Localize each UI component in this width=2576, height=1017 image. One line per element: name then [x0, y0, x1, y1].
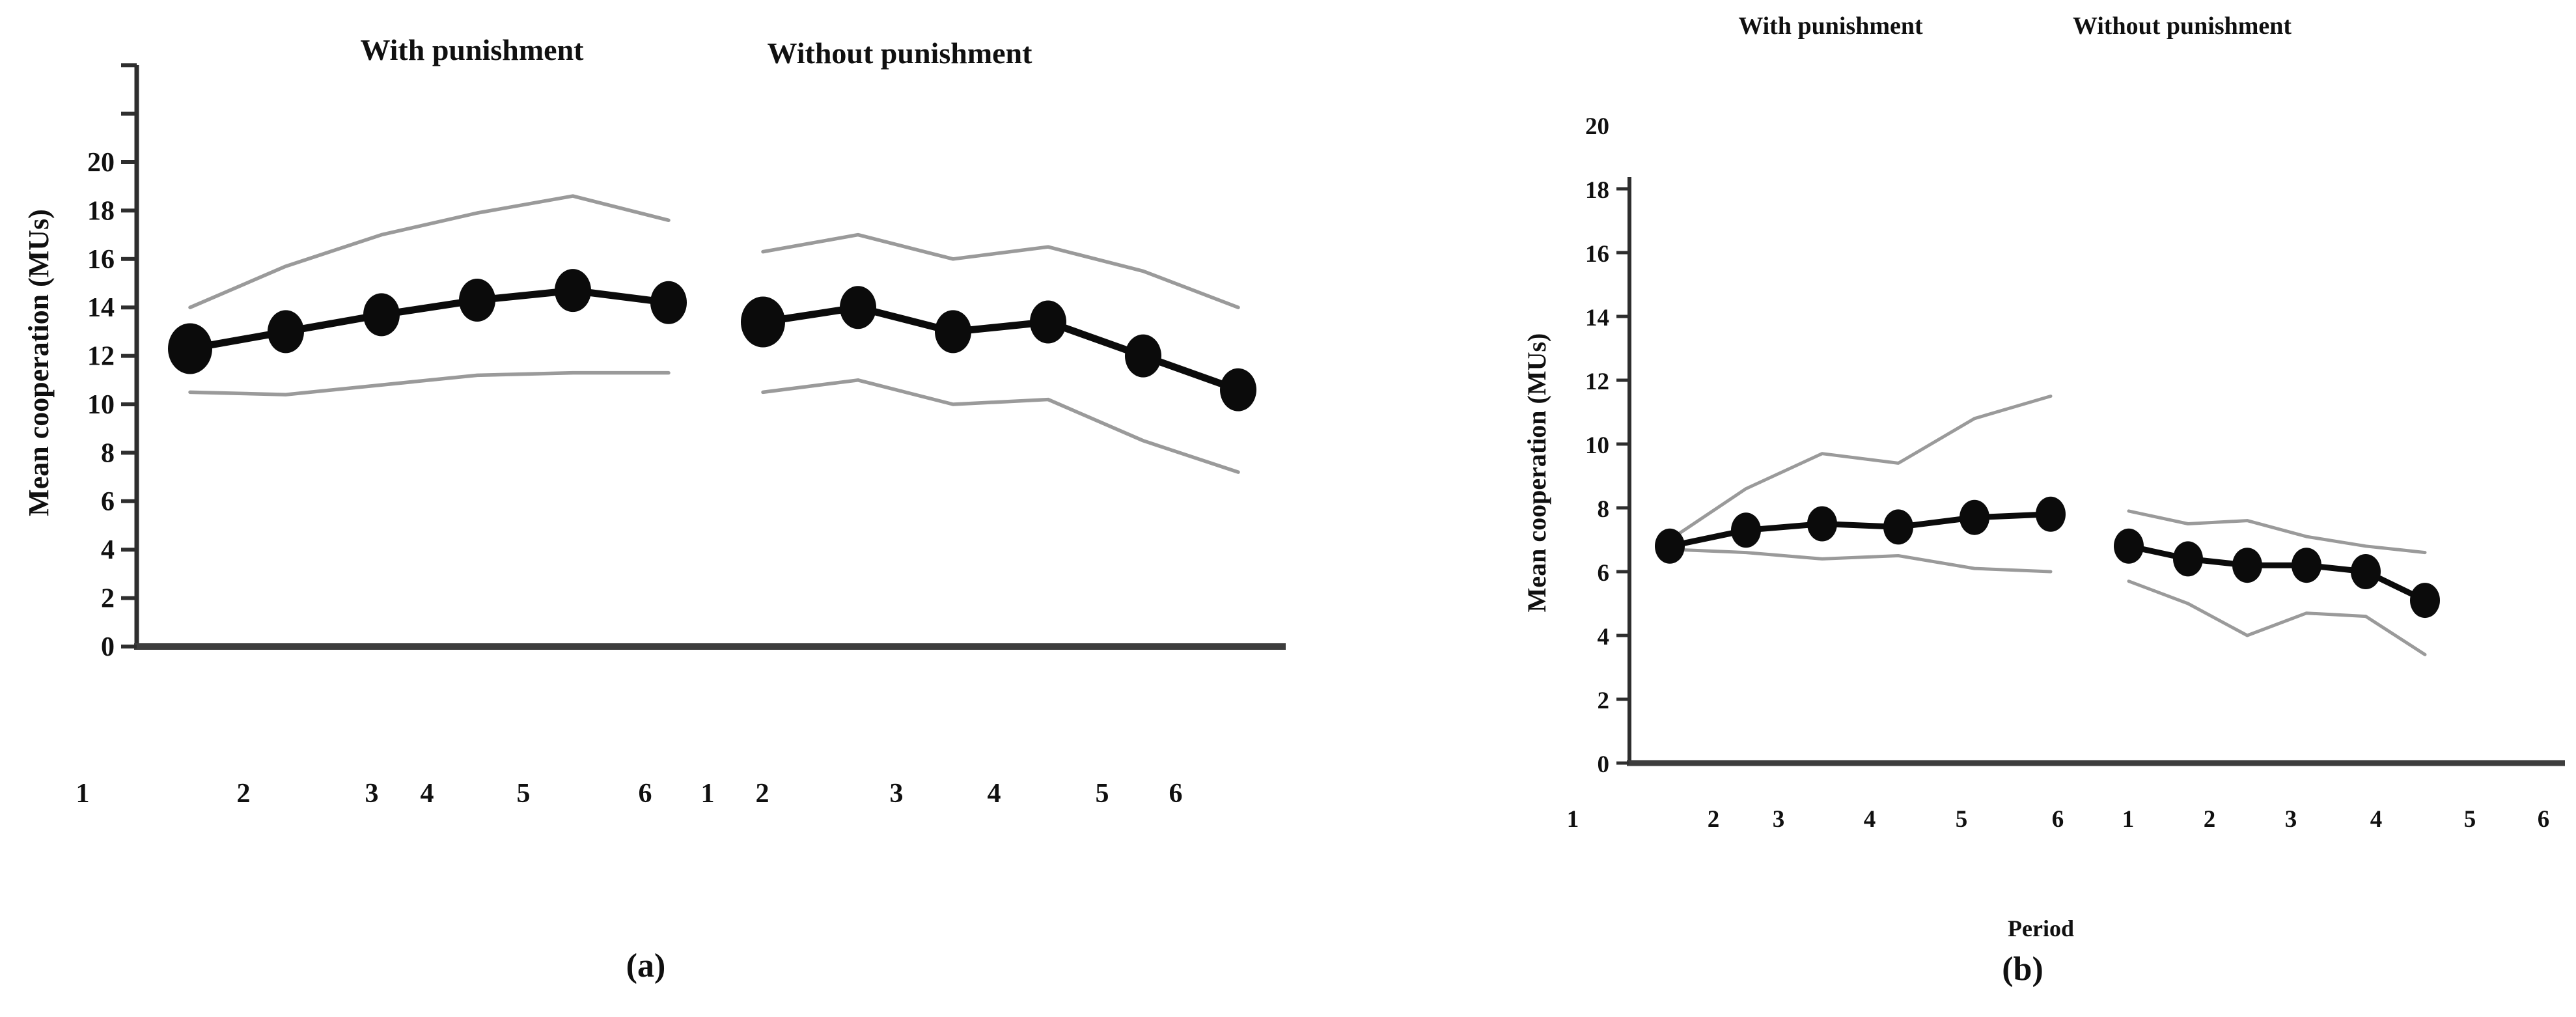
- panel-b-y-tick-label: 6: [1598, 560, 1610, 587]
- panel-b-y-tick-label: 12: [1585, 369, 1609, 395]
- panel-b-lower-ci-line-without-punishment: [2127, 579, 2427, 656]
- panel-a-title-without-punishment: Without punishment: [768, 36, 1033, 70]
- panel-b-upper-ci-line-with-punishment: [1668, 395, 2053, 542]
- panel-a-title-with-punishment: With punishment: [360, 33, 584, 66]
- panel-a-mean-dot-with-punishment-period-5: [555, 269, 591, 313]
- panel-a-x-tick-label-without-punishment-4: 4: [988, 779, 1001, 809]
- panel-a-x-tick-label-without-punishment-3: 3: [890, 779, 904, 809]
- panel-a-lower-ci-line-without-punishment: [761, 378, 1240, 474]
- panel-a-mean-dot-with-punishment-period-2: [268, 310, 304, 354]
- panel-b-x-tick-label-without-punishment-6: 6: [2538, 806, 2550, 833]
- panel-a-y-tick-label: 12: [87, 342, 115, 372]
- panel-b-x-tick-label-without-punishment-2: 2: [2204, 806, 2216, 833]
- panel-a-y-tick-label: 6: [101, 487, 115, 517]
- panel-a-upper-ci-line-with-punishment: [188, 194, 671, 309]
- panel-a-caption: (a): [626, 947, 666, 984]
- panel-a-mean-dot-with-punishment-period-6: [650, 281, 687, 324]
- panel-b-x-tick-label-with-punishment-3: 3: [1773, 806, 1785, 833]
- panel-a-mean-dot-without-punishment-period-2: [840, 286, 876, 329]
- panel-b-y-axis-title: Mean cooperation (MUs): [1522, 333, 1551, 613]
- panel-b-y-tick-label: 18: [1585, 177, 1609, 204]
- panel-b-y-tick-label: 16: [1585, 241, 1609, 268]
- panel-b-mean-dot-without-punishment-period-3: [2232, 548, 2262, 583]
- panel-a-y-tick-label: 14: [87, 293, 115, 323]
- panel-b-x-tick-label-with-punishment-5: 5: [1956, 806, 1968, 833]
- panel-b-mean-line-with-punishment: [1667, 511, 2054, 550]
- panel-a-x-tick-label-with-punishment-3: 3: [365, 779, 379, 809]
- panel-b-lower-ci-line-with-punishment: [1668, 548, 2053, 574]
- panel-b-mean-dot-with-punishment-period-6: [2036, 496, 2066, 532]
- panel-a-mean-dot-without-punishment-period-5: [1125, 334, 1161, 378]
- panel-b-y-tick-label: 10: [1585, 432, 1609, 459]
- panel-b-mean-dot-without-punishment-period-6: [2410, 583, 2440, 619]
- panel-a-x-tick-label-with-punishment-1: 1: [76, 779, 90, 809]
- panel-b-caption: (b): [2002, 951, 2043, 988]
- panel-a-mean-dot-with-punishment-period-1: [168, 323, 212, 374]
- panel-a-x-tick-label-without-punishment-2: 2: [756, 779, 769, 809]
- panel-b-upper-ci-line-without-punishment: [2127, 509, 2427, 555]
- panel-b-y-tick-label: 0: [1598, 751, 1610, 778]
- panel-a-x-tick-label-without-punishment-1: 1: [701, 779, 715, 809]
- panel-a-mean-dot-without-punishment-period-4: [1030, 300, 1066, 344]
- panel-b-x-tick-label-without-punishment-4: 4: [2370, 806, 2383, 833]
- panel-a-y-tick-label: 20: [87, 148, 115, 178]
- panel-b-mean-dot-with-punishment-period-3: [1807, 506, 1837, 542]
- panel-b-y-tick-label-floating: 20: [1585, 113, 1609, 140]
- panel-b-mean-dot-without-punishment-period-4: [2292, 548, 2321, 583]
- panel-b-mean-dot-with-punishment-period-2: [1731, 512, 1761, 548]
- panel-b-y-tick-label: 8: [1598, 496, 1610, 523]
- panel-a-mean-dot-with-punishment-period-3: [363, 293, 400, 337]
- panel-b-x-tick-label-with-punishment-2: 2: [1708, 806, 1720, 833]
- panel-b-x-tick-label-with-punishment-4: 4: [1864, 806, 1876, 833]
- panel-b-x-tick-label-with-punishment-6: 6: [2052, 806, 2064, 833]
- panel-a-x-tick-label-without-punishment-5: 5: [1096, 779, 1109, 809]
- panel-b-x-tick-label-without-punishment-3: 3: [2285, 806, 2297, 833]
- panel-a-y-tick-label: 8: [101, 438, 115, 468]
- panel-a-y-tick-label: 2: [101, 584, 115, 614]
- panel-b-x-tick-label-with-punishment-1: 1: [1567, 806, 1579, 833]
- panel-a-y-tick-label: 0: [101, 632, 115, 662]
- panel-b-mean-dot-without-punishment-period-5: [2351, 554, 2381, 589]
- panel-a-x-tick-label-with-punishment-6: 6: [639, 779, 652, 809]
- panel-a-y-axis-title: Mean cooperation (MUs): [23, 209, 55, 516]
- panel-b-y-tick-label: 2: [1598, 688, 1610, 714]
- panel-b-mean-dot-with-punishment-period-4: [1883, 509, 1913, 545]
- panel-a-mean-dot-with-punishment-period-4: [459, 279, 495, 322]
- panel-a-mean-dot-without-punishment-period-3: [935, 310, 971, 354]
- panel-b-mean-dot-without-punishment-period-1: [2114, 528, 2144, 564]
- panel-b-x-tick-label-without-punishment-1: 1: [2122, 806, 2135, 833]
- panel-b-mean-dot-with-punishment-period-1: [1655, 528, 1685, 564]
- panel-b-mean-dot-with-punishment-period-5: [1960, 499, 1989, 535]
- panel-a-y-tick-label: 4: [101, 535, 115, 565]
- panel-a-upper-ci-line-without-punishment: [761, 232, 1240, 309]
- panel-b-x-tick-label-without-punishment-5: 5: [2464, 806, 2476, 833]
- panel-a-y-tick-label: 18: [87, 196, 115, 226]
- panel-a-x-tick-label-without-punishment-6: 6: [1169, 779, 1183, 809]
- panel-a-mean-line-without-punishment: [759, 303, 1242, 394]
- panel-a-mean-line-with-punishment: [186, 286, 672, 352]
- panel-a-mean-dot-without-punishment-period-1: [741, 296, 785, 348]
- panel-a-x-tick-label-with-punishment-2: 2: [237, 779, 251, 809]
- panel-b-title-with-punishment: With punishment: [1738, 12, 1923, 40]
- panel-a-y-tick-label: 10: [87, 390, 115, 420]
- panel-b-y-tick-label: 14: [1585, 305, 1609, 331]
- panel-a-lower-ci-line-with-punishment: [188, 370, 671, 397]
- panel-b-x-axis-title: Period: [2008, 915, 2074, 941]
- panel-a-y-tick-label: 16: [87, 245, 115, 275]
- panel-b-mean-dot-without-punishment-period-2: [2173, 541, 2203, 577]
- panel-a-x-tick-label-with-punishment-4: 4: [421, 779, 434, 809]
- panel-a-mean-dot-without-punishment-period-6: [1220, 368, 1256, 411]
- panel-b-y-tick-label: 4: [1598, 624, 1610, 650]
- panel-a-x-tick-label-with-punishment-5: 5: [517, 779, 531, 809]
- panel-b-title-without-punishment: Without punishment: [2073, 12, 2292, 40]
